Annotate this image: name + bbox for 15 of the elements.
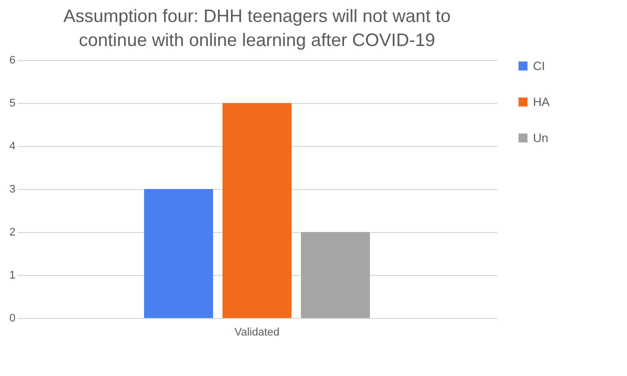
y-tick-label: 6 xyxy=(9,54,16,66)
legend-label: HA xyxy=(533,95,550,109)
y-tick-label: 5 xyxy=(9,98,16,110)
bar xyxy=(300,232,370,318)
y-tick-label: 3 xyxy=(9,184,16,196)
legend-label: Un xyxy=(533,131,548,145)
y-tick-label: 1 xyxy=(9,270,16,282)
bar xyxy=(144,189,214,318)
chart-title: Assumption four: DHH teenagers will not want to continue with online learning after COVID-19 xyxy=(63,6,451,50)
y-tick-label: 4 xyxy=(9,140,16,152)
y-tick-label: 0 xyxy=(9,312,16,324)
x-tick-label: Validated xyxy=(234,326,280,338)
y-tick-label: 2 xyxy=(9,226,16,238)
bar xyxy=(222,103,292,318)
legend-label: CI xyxy=(533,59,545,73)
